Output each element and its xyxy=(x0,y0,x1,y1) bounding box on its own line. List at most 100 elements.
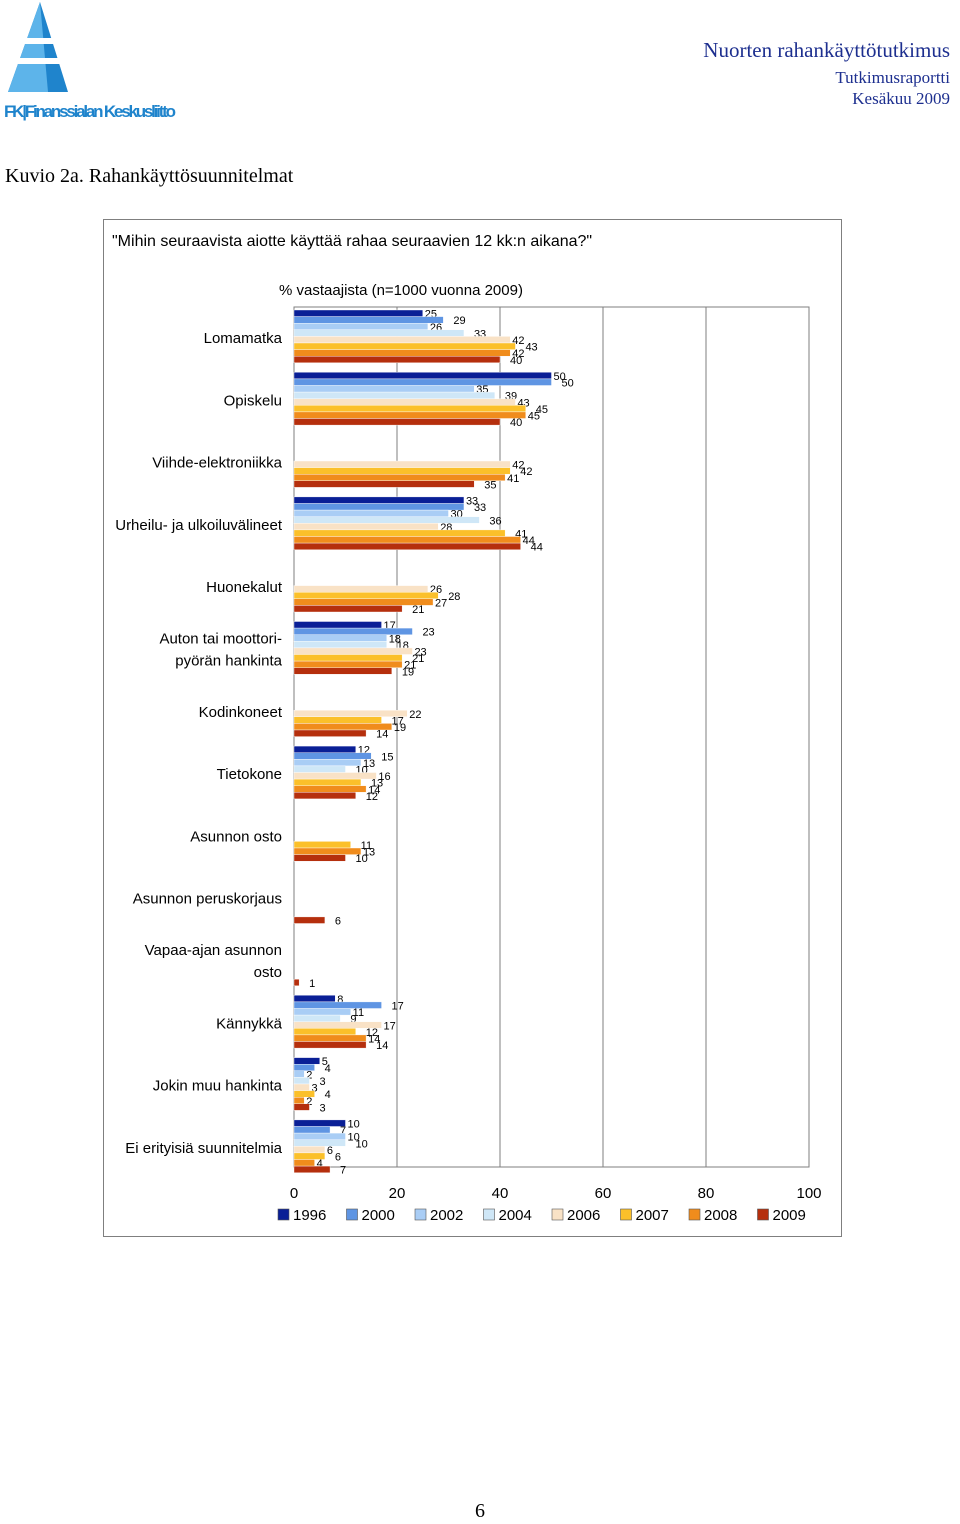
bar-value-label: 11 xyxy=(361,840,372,852)
bar-value-label: 11 xyxy=(353,1007,364,1019)
legend-label: 2006 xyxy=(567,1207,600,1224)
category-label: Viihde-elektroniikka xyxy=(152,455,282,472)
category-label: osto xyxy=(254,964,282,981)
category-label: Asunnon peruskorjaus xyxy=(133,891,282,908)
bar-value-label: 35 xyxy=(484,479,496,491)
bar-2006 xyxy=(293,336,511,344)
bar-1996 xyxy=(293,1119,346,1127)
bar-2008 xyxy=(293,1097,305,1105)
bar-2004 xyxy=(293,765,346,773)
bar-2009 xyxy=(293,480,475,488)
bar-chart: "Mihin seuraavista aiotte käyttää rahaa … xyxy=(112,233,822,1224)
bar-value-label: 19 xyxy=(394,722,406,734)
x-tick-label: 80 xyxy=(698,1185,715,1202)
bar-value-label: 1 xyxy=(309,978,315,990)
bar-2007 xyxy=(293,778,362,786)
bar-value-label: 29 xyxy=(453,315,465,327)
bar-value-label: 22 xyxy=(409,709,421,721)
bar-value-label: 41 xyxy=(507,473,519,485)
bar-2009 xyxy=(293,1041,367,1049)
bar-value-label: 17 xyxy=(384,1020,396,1032)
category-label: Tietokone xyxy=(217,766,282,783)
bar-2004 xyxy=(293,1014,341,1022)
bar-value-label: 43 xyxy=(525,342,537,354)
bar-2007 xyxy=(293,1028,356,1036)
bar-2006 xyxy=(293,460,511,468)
bar-value-label: 21 xyxy=(412,604,424,616)
report-title: Nuorten rahankäyttötutkimus xyxy=(703,38,950,62)
legend-swatch-2006 xyxy=(551,1208,564,1221)
x-tick-label: 100 xyxy=(796,1185,821,1202)
category-label: Lomamatka xyxy=(204,330,283,347)
fk-logo: FK|Finanssialan Keskusliitto xyxy=(4,2,176,121)
bar-2009 xyxy=(293,792,356,800)
bar-value-label: 4 xyxy=(325,1063,331,1075)
report-subtitle: Tutkimusraportti xyxy=(835,68,950,87)
bar-value-label: 44 xyxy=(523,535,535,547)
bar-2002 xyxy=(293,385,475,393)
bar-value-label: 6 xyxy=(335,1152,341,1164)
bar-value-label: 50 xyxy=(562,378,574,390)
bar-2008 xyxy=(293,1034,367,1042)
legend-swatch-2008 xyxy=(688,1208,701,1221)
bar-value-label: 9 xyxy=(350,1014,356,1026)
bar-2008 xyxy=(293,660,403,668)
bar-value-label: 4 xyxy=(317,1158,323,1170)
bar-2006 xyxy=(293,523,439,531)
bar-value-label: 14 xyxy=(368,1034,380,1046)
bar-2002 xyxy=(293,634,387,642)
figure-caption: Kuvio 2a. Rahankäyttösuunnitelmat xyxy=(5,165,294,187)
bar-value-label: 12 xyxy=(366,791,378,803)
bar-2002 xyxy=(293,1070,305,1078)
bar-1996 xyxy=(293,995,336,1003)
bar-2006 xyxy=(293,772,377,780)
bar-value-label: 2 xyxy=(306,1069,312,1081)
bar-2007 xyxy=(293,405,526,413)
bar-value-label: 42 xyxy=(512,460,524,472)
bar-2007 xyxy=(293,841,351,849)
bar-2002 xyxy=(293,509,449,517)
bar-2009 xyxy=(293,854,346,862)
bar-value-label: 17 xyxy=(392,715,404,727)
bar-1996 xyxy=(293,621,382,629)
bar-value-label: 50 xyxy=(554,371,566,383)
bar-2004 xyxy=(293,391,496,399)
bar-2008 xyxy=(293,847,362,855)
bar-2000 xyxy=(293,1126,331,1134)
category-label: Jokin muu hankinta xyxy=(153,1078,283,1095)
bar-value-label: 7 xyxy=(340,1125,346,1137)
bar-value-label: 36 xyxy=(489,515,501,527)
bar-value-label: 45 xyxy=(536,404,548,416)
category-label: Opiskelu xyxy=(224,392,282,409)
bar-1996 xyxy=(293,745,356,753)
bar-value-label: 10 xyxy=(356,1138,368,1150)
legend-label: 2008 xyxy=(704,1207,737,1224)
bar-value-label: 10 xyxy=(356,853,368,865)
bar-value-label: 7 xyxy=(340,1165,346,1177)
bar-value-label: 21 xyxy=(404,660,416,672)
bar-2008 xyxy=(293,473,506,481)
category-label: Auton tai moottori- xyxy=(159,631,282,648)
bar-value-label: 28 xyxy=(448,591,460,603)
bar-2002 xyxy=(293,1132,346,1140)
bar-2009 xyxy=(293,979,300,987)
chart-frame: "Mihin seuraavista aiotte käyttää rahaa … xyxy=(103,219,842,1237)
bar-2007 xyxy=(293,467,511,475)
category-label: Urheilu- ja ulkoiluvälineet xyxy=(115,517,283,534)
x-tick-label: 20 xyxy=(389,1185,406,1202)
bar-value-label: 8 xyxy=(337,994,343,1006)
bar-value-label: 33 xyxy=(474,502,486,514)
legend-swatch-2000 xyxy=(346,1208,358,1221)
bar-value-label: 16 xyxy=(378,771,390,783)
bar-value-label: 3 xyxy=(319,1102,325,1114)
bar-value-label: 18 xyxy=(389,633,401,645)
category-label: Asunnon osto xyxy=(190,828,282,845)
bar-2007 xyxy=(293,529,506,537)
category-label: Huonekalut xyxy=(206,579,283,596)
bar-2002 xyxy=(293,322,429,330)
page-number: 6 xyxy=(475,1500,485,1522)
bar-value-label: 21 xyxy=(412,653,424,665)
legend-swatch-2004 xyxy=(483,1208,495,1221)
legend-label: 2007 xyxy=(636,1207,669,1224)
bar-2009 xyxy=(293,667,393,675)
